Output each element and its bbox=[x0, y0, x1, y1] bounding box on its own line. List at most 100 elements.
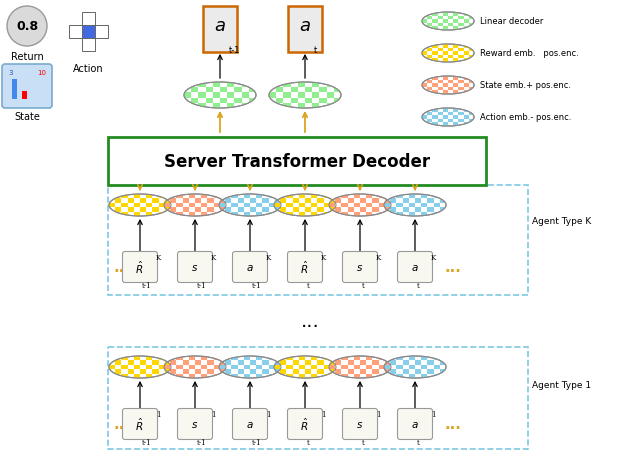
Bar bbox=[474, 13, 479, 17]
Bar bbox=[262, 208, 269, 212]
Ellipse shape bbox=[422, 77, 474, 95]
Bar bbox=[219, 203, 225, 208]
Bar bbox=[438, 56, 443, 59]
Bar bbox=[341, 104, 348, 109]
Bar bbox=[226, 203, 232, 208]
Bar bbox=[348, 208, 354, 212]
Bar bbox=[403, 361, 409, 365]
Bar bbox=[384, 212, 390, 217]
Bar bbox=[428, 88, 433, 91]
Bar bbox=[409, 374, 415, 378]
Bar bbox=[391, 374, 397, 378]
Bar bbox=[384, 374, 390, 378]
Bar bbox=[198, 104, 205, 109]
Ellipse shape bbox=[269, 83, 341, 109]
FancyBboxPatch shape bbox=[177, 252, 212, 283]
Bar bbox=[422, 84, 428, 88]
Bar bbox=[205, 98, 212, 104]
Bar bbox=[182, 361, 189, 365]
Bar bbox=[214, 203, 220, 208]
Bar bbox=[366, 374, 372, 378]
FancyBboxPatch shape bbox=[342, 409, 378, 439]
Bar bbox=[438, 113, 443, 116]
Bar bbox=[171, 212, 177, 217]
Bar bbox=[299, 194, 305, 199]
Text: t: t bbox=[362, 438, 365, 446]
Bar bbox=[220, 109, 227, 114]
Bar bbox=[453, 109, 458, 113]
Bar bbox=[225, 208, 232, 212]
Bar bbox=[237, 369, 244, 374]
Bar bbox=[448, 113, 453, 116]
Text: $s$: $s$ bbox=[191, 419, 198, 429]
Bar bbox=[385, 217, 391, 221]
Ellipse shape bbox=[329, 356, 391, 378]
Bar bbox=[443, 84, 448, 88]
Bar bbox=[269, 194, 275, 199]
Bar bbox=[232, 365, 237, 369]
Bar bbox=[189, 194, 195, 199]
Bar bbox=[474, 52, 479, 56]
Bar bbox=[226, 374, 232, 378]
Bar bbox=[227, 93, 234, 98]
Bar bbox=[474, 20, 479, 24]
Text: 10: 10 bbox=[37, 70, 46, 76]
Bar bbox=[391, 194, 397, 199]
Bar bbox=[298, 93, 305, 98]
Bar bbox=[428, 95, 433, 98]
Bar bbox=[159, 203, 165, 208]
Bar bbox=[305, 208, 311, 212]
Bar bbox=[201, 194, 207, 199]
Bar bbox=[249, 98, 256, 104]
Bar bbox=[390, 361, 396, 365]
Bar bbox=[453, 27, 458, 31]
Bar bbox=[335, 199, 341, 203]
Text: t: t bbox=[362, 282, 365, 289]
Bar bbox=[207, 361, 214, 365]
Bar bbox=[276, 98, 284, 104]
Bar bbox=[269, 104, 276, 109]
Bar bbox=[326, 83, 334, 88]
Bar bbox=[453, 77, 458, 81]
Bar bbox=[428, 127, 433, 130]
Bar bbox=[256, 83, 263, 88]
Bar bbox=[422, 77, 428, 81]
Bar bbox=[299, 356, 305, 361]
Bar bbox=[201, 203, 207, 208]
Bar bbox=[152, 378, 159, 382]
Text: t-1: t-1 bbox=[252, 438, 262, 446]
Bar bbox=[438, 95, 443, 98]
Bar bbox=[463, 13, 469, 17]
Bar bbox=[448, 24, 453, 27]
Bar bbox=[234, 88, 242, 93]
Bar bbox=[354, 212, 360, 217]
Bar bbox=[287, 374, 292, 378]
Bar bbox=[220, 369, 226, 374]
Bar bbox=[201, 365, 207, 369]
Bar bbox=[335, 217, 341, 221]
Bar bbox=[458, 17, 463, 20]
Bar bbox=[335, 369, 341, 374]
Bar bbox=[146, 356, 152, 361]
Bar bbox=[330, 217, 336, 221]
Bar bbox=[191, 88, 198, 93]
Bar bbox=[391, 203, 397, 208]
Bar bbox=[360, 378, 366, 382]
Text: $\hat{R}$: $\hat{R}$ bbox=[300, 416, 308, 432]
Bar bbox=[366, 365, 372, 369]
Bar bbox=[474, 123, 479, 127]
Bar bbox=[234, 109, 242, 114]
Bar bbox=[249, 109, 256, 114]
Bar bbox=[390, 217, 396, 221]
Bar bbox=[446, 374, 452, 378]
Bar bbox=[184, 93, 191, 98]
Bar bbox=[469, 81, 474, 84]
Bar bbox=[329, 194, 335, 199]
Bar bbox=[458, 88, 463, 91]
Text: $a$: $a$ bbox=[246, 419, 254, 429]
Bar bbox=[201, 356, 207, 361]
Bar bbox=[443, 77, 448, 81]
Bar bbox=[189, 356, 195, 361]
Bar bbox=[122, 194, 127, 199]
Text: t-1: t-1 bbox=[197, 438, 207, 446]
